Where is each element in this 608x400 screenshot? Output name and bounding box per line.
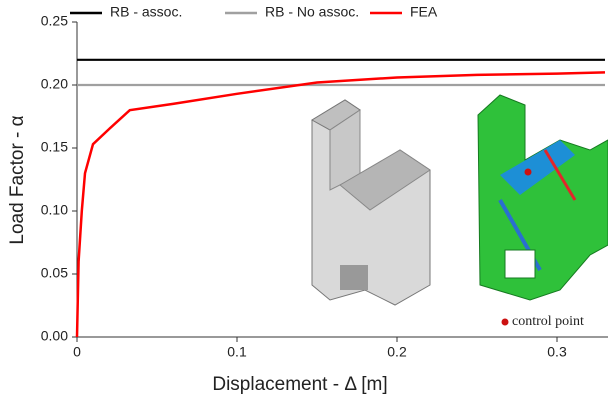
y-axis-title: Load Factor - α <box>7 115 28 244</box>
y-tick-label: 0.00 <box>41 328 68 344</box>
x-tick-label: 0.3 <box>547 344 567 360</box>
y-tick-label: 0.20 <box>41 76 68 92</box>
y-tick-label: 0.05 <box>41 265 68 281</box>
x-tick-label: 0.1 <box>227 344 247 360</box>
y-tick-label: 0.10 <box>41 202 68 218</box>
chart: control point Displacement - Δ [m] Load … <box>0 0 608 400</box>
x-axis-title: Displacement - Δ [m] <box>212 374 387 395</box>
x-tick-label: 0 <box>73 344 81 360</box>
annotation: control point <box>512 314 584 329</box>
x-tick-label: 0.2 <box>387 344 407 360</box>
y-tick-label: 0.25 <box>41 13 68 29</box>
page: control point Displacement - Δ [m] Load … <box>0 0 608 400</box>
green-model <box>478 95 608 326</box>
legend-label: RB - No assoc. <box>265 4 359 20</box>
legend-label: RB - assoc. <box>110 4 182 20</box>
legend-label: FEA <box>410 4 438 20</box>
y-tick-label: 0.15 <box>41 139 68 155</box>
gray-model <box>312 100 430 305</box>
